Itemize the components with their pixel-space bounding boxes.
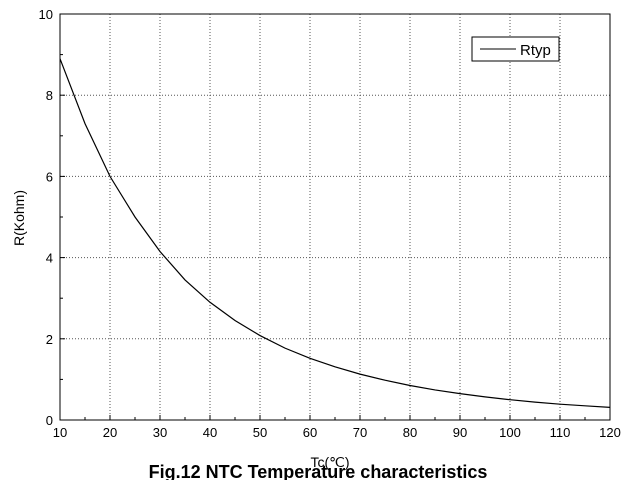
x-tick-label: 50 [253,425,267,440]
y-tick-label: 6 [46,169,53,184]
x-tick-label: 60 [303,425,317,440]
x-tick-label: 110 [550,425,571,440]
x-axis-label: Tc(℃) [310,454,349,470]
x-tick-label: 120 [599,425,621,440]
y-tick-label: 2 [46,332,53,347]
plot-frame [59,13,611,421]
x-tick-label: 80 [403,425,417,440]
y-tick-label: 0 [46,413,53,428]
y-tick-label: 4 [46,251,53,266]
axis-ticks: 10 20 30 40 50 60 70 80 90 100 110 120 0 2 4 6 8 10 [39,7,621,440]
legend-label: Rtyp [520,42,551,59]
x-tick-label: 90 [453,425,467,440]
x-tick-label: 70 [353,425,367,440]
x-tick-label: 30 [153,425,167,440]
y-axis-label: R(Kohm) [11,190,27,246]
series-line-rtyp [59,58,611,409]
series-layer [59,58,611,409]
x-tick-label: 20 [103,425,117,440]
legend: Rtyp [471,36,560,62]
y-tick-label: 10 [39,7,53,22]
x-tick-label: 100 [499,425,521,440]
chart-caption: Fig.12 NTC Temperature characteristics [149,462,488,480]
x-tick-label: 10 [53,425,67,440]
y-tick-label: 8 [46,88,53,103]
grid [60,14,610,420]
x-tick-label: 40 [203,425,217,440]
